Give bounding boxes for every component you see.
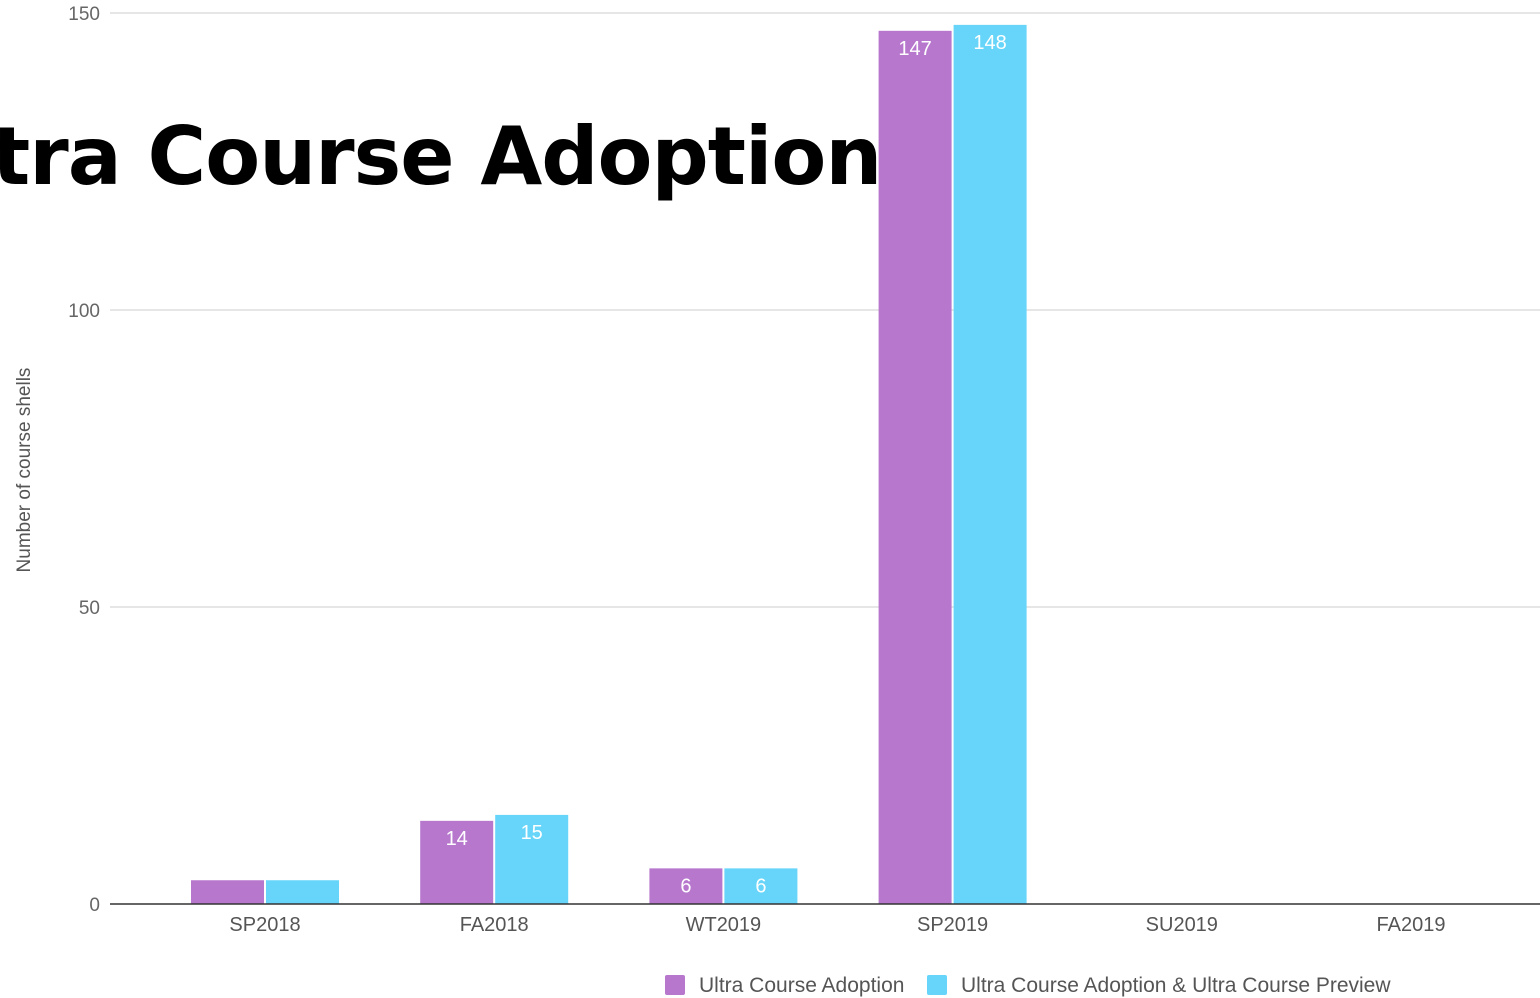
bar [878, 30, 952, 904]
legend-label: Ultra Course Adoption & Ultra Course Pre… [961, 974, 1391, 997]
chart-title: tra Course Adoption [0, 110, 881, 203]
x-category-label: FA2018 [460, 914, 529, 936]
data-label: 15 [521, 822, 543, 844]
gridlines [110, 12, 1540, 608]
bar [191, 880, 264, 904]
y-tick-label: 0 [89, 895, 100, 916]
y-axis-title: Number of course shells [14, 368, 35, 573]
data-label: 6 [680, 875, 691, 897]
data-label: 6 [755, 875, 766, 897]
data-labels: 14 15 6 6 147 148 [446, 32, 1007, 897]
legend: Ultra Course Adoption Ultra Course Adopti… [665, 974, 1391, 997]
bar [266, 880, 339, 904]
x-category-label: SP2019 [917, 914, 988, 936]
y-tick-label: 100 [68, 301, 100, 322]
legend-label: Ultra Course Adoption [699, 974, 904, 997]
bar [724, 868, 798, 904]
legend-swatch [927, 975, 947, 995]
y-axis-ticks: 0 50 100 150 [68, 4, 100, 916]
data-label: 147 [898, 38, 931, 60]
y-tick-label: 150 [68, 4, 100, 25]
x-axis-categories: SP2018 FA2018 WT2019 SP2019 SU2019 FA2019 [229, 914, 1445, 936]
bar [420, 820, 494, 904]
y-tick-label: 50 [79, 598, 100, 619]
bar [495, 814, 569, 904]
data-label: 14 [446, 828, 468, 850]
bar [953, 24, 1027, 904]
legend-swatch [665, 975, 685, 995]
x-category-label: SU2019 [1146, 914, 1218, 936]
x-category-label: WT2019 [686, 914, 762, 936]
data-label: 148 [973, 32, 1006, 54]
bar [649, 868, 723, 904]
bars [191, 24, 1027, 904]
x-category-label: SP2018 [229, 914, 300, 936]
x-category-label: FA2019 [1377, 914, 1446, 936]
